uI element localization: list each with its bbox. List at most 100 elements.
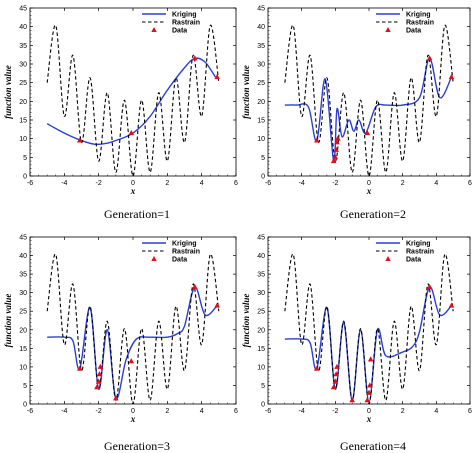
y-tick-label: 15 <box>19 346 27 353</box>
chart-panel-3: -6 -4 -2 0 2 4 6 0 5 10 15 20 25 30 35 40 45 x function va… <box>3 235 238 453</box>
y-tick-label: 0 <box>261 402 265 409</box>
x-tick-label: -4 <box>299 408 305 415</box>
x-tick-label: -6 <box>265 180 271 187</box>
x-tick-label: 0 <box>131 180 135 187</box>
y-tick-label: 15 <box>257 346 265 353</box>
data-point-marker <box>192 55 198 61</box>
y-tick-label: 45 <box>257 6 265 13</box>
y-tick-label: 40 <box>19 253 27 260</box>
x-tick-label: -6 <box>27 180 33 187</box>
x-tick-label: -4 <box>61 408 67 415</box>
kriging-line <box>47 286 218 400</box>
x-tick-label: -2 <box>332 180 338 187</box>
rastrain-line <box>284 24 454 176</box>
x-tick-label: 2 <box>401 408 405 415</box>
data-point-marker <box>76 365 83 371</box>
y-tick-label: 35 <box>257 43 265 50</box>
legend-label: Rastrain <box>172 249 200 256</box>
data-point-marker <box>192 283 198 290</box>
x-tick-label: 2 <box>165 180 169 187</box>
plot-area <box>46 253 220 404</box>
legend-label: Rastrain <box>406 20 434 27</box>
data-point-marker <box>128 129 135 136</box>
x-tick-label: -6 <box>27 408 33 415</box>
y-tick-label: 5 <box>23 383 27 390</box>
chart-panel-2: -6 -4 -2 0 2 4 6 0 5 10 15 20 25 30 35 40 45 x function va… <box>241 6 472 222</box>
rastrain-line <box>46 24 220 176</box>
y-tick-label: 15 <box>257 118 265 125</box>
data-point-marker <box>333 371 339 377</box>
y-tick-label: 0 <box>261 174 265 181</box>
panel-caption: Generation=3 <box>104 439 170 453</box>
y-tick-label: 10 <box>19 364 27 371</box>
x-tick-label: 0 <box>367 408 371 415</box>
y-axis-label: function value <box>3 294 13 348</box>
y-tick-label: 15 <box>19 118 27 125</box>
data-point-marker <box>214 73 220 80</box>
plot-frame <box>267 236 471 405</box>
y-tick-label: 25 <box>257 309 265 316</box>
chart-panel-4: -6 -4 -2 0 2 4 6 0 5 10 15 20 25 30 35 40 45 x function va… <box>241 235 472 453</box>
legend-label: Data <box>172 257 187 264</box>
y-axis-label: function value <box>241 65 251 119</box>
y-tick-label: 5 <box>261 155 265 162</box>
y-tick-label: 30 <box>19 290 27 297</box>
x-tick-label: 2 <box>401 180 405 187</box>
plot-area <box>46 24 220 176</box>
y-tick-label: 20 <box>19 99 27 106</box>
data-point-marker <box>128 358 135 364</box>
x-axis-label: x <box>130 186 136 196</box>
y-tick-label: 20 <box>257 327 265 334</box>
y-axis-label: function value <box>3 65 13 119</box>
plot-frame <box>267 7 471 177</box>
data-point-marker <box>364 129 371 136</box>
x-tick-label: 4 <box>434 408 438 415</box>
legend-label: Kriging <box>406 241 431 248</box>
legend-marker <box>151 27 157 32</box>
data-point-marker <box>367 382 373 388</box>
data-point-marker <box>214 302 220 308</box>
rastrain-line <box>284 253 454 404</box>
y-tick-label: 45 <box>19 6 27 13</box>
data-point-marker <box>330 384 337 390</box>
data-point-marker <box>96 371 103 377</box>
y-tick-label: 25 <box>19 309 27 316</box>
legend-label: Data <box>406 28 421 35</box>
y-tick-label: 35 <box>257 272 265 279</box>
data-point-marker <box>448 73 455 80</box>
y-tick-label: 10 <box>257 136 265 143</box>
plot-frame <box>29 7 237 177</box>
data-point-marker <box>335 135 341 141</box>
data-point-marker <box>94 384 100 390</box>
legend-marker <box>385 256 391 261</box>
legend-label: Data <box>406 257 421 264</box>
y-tick-label: 5 <box>261 383 265 390</box>
data-point-marker <box>314 137 320 143</box>
x-tick-label: -2 <box>96 408 102 415</box>
plot-frame <box>29 236 237 405</box>
x-axis-label: x <box>366 186 372 196</box>
data-point-marker <box>334 363 340 369</box>
y-tick-label: 40 <box>257 253 265 260</box>
y-tick-label: 40 <box>257 24 265 31</box>
data-point-marker <box>332 378 339 384</box>
legend-label: Data <box>172 28 187 35</box>
y-tick-label: 30 <box>257 290 265 297</box>
y-tick-label: 30 <box>257 62 265 69</box>
y-axis-label: function value <box>241 294 251 348</box>
y-tick-label: 10 <box>19 136 27 143</box>
legend-label: Rastrain <box>406 249 434 256</box>
x-tick-label: 4 <box>200 180 204 187</box>
x-tick-label: 4 <box>200 408 204 415</box>
x-tick-label: 6 <box>468 180 472 187</box>
x-tick-label: 6 <box>468 408 472 415</box>
data-point-marker <box>448 302 455 308</box>
data-point-marker <box>426 55 433 61</box>
y-tick-label: 35 <box>19 272 27 279</box>
kriging-line <box>284 57 453 162</box>
x-tick-label: -6 <box>265 408 271 415</box>
x-axis-label: x <box>130 414 136 424</box>
x-tick-label: 0 <box>367 180 371 187</box>
y-tick-label: 45 <box>257 235 265 242</box>
data-point-marker <box>314 365 320 371</box>
